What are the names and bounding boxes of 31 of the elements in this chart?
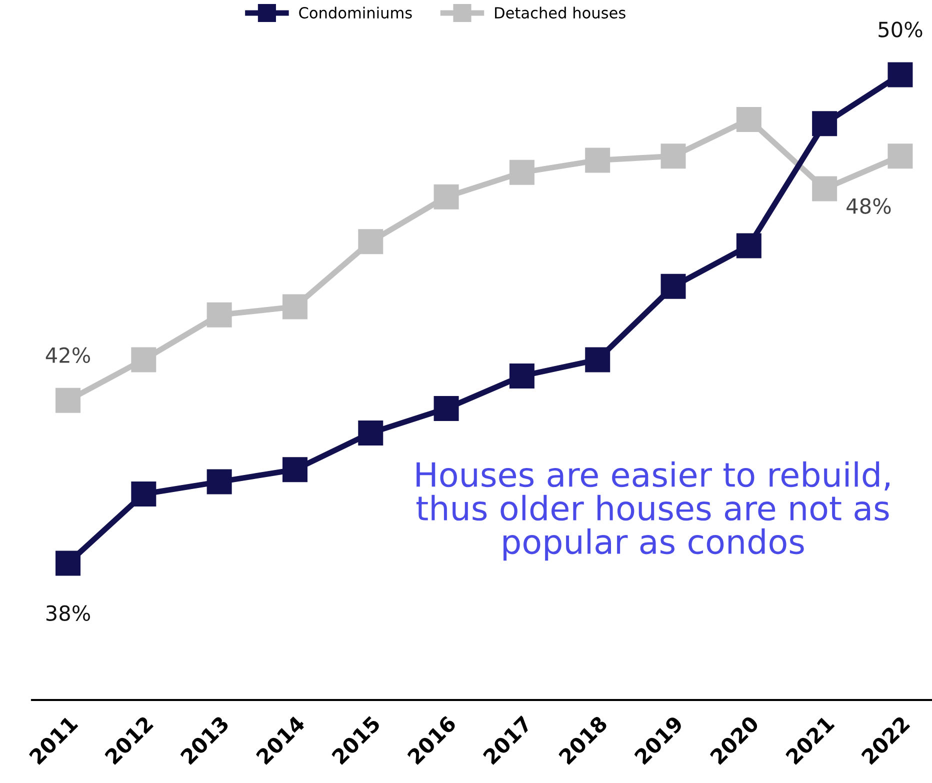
point bbox=[434, 184, 459, 210]
point bbox=[736, 107, 762, 132]
legend-label: Condominiums bbox=[299, 6, 412, 19]
point bbox=[131, 347, 156, 372]
point bbox=[56, 388, 81, 413]
point bbox=[888, 144, 913, 169]
data-label: 48% bbox=[846, 198, 891, 214]
point bbox=[206, 302, 232, 328]
point bbox=[358, 229, 384, 254]
annotation: Houses are easier to rebuild, thus older houses are not as popular as condos bbox=[416, 461, 890, 561]
data-label: 50% bbox=[878, 22, 922, 38]
data-label: 42% bbox=[46, 347, 90, 364]
point bbox=[434, 396, 459, 422]
point bbox=[888, 62, 913, 88]
point bbox=[358, 420, 384, 446]
data-label: 38% bbox=[46, 605, 90, 622]
point bbox=[509, 363, 534, 388]
point bbox=[282, 457, 308, 482]
point bbox=[812, 176, 838, 202]
point bbox=[509, 160, 534, 185]
point bbox=[660, 144, 686, 169]
point bbox=[812, 111, 838, 136]
legend-label: Detached houses bbox=[495, 6, 626, 19]
point bbox=[131, 482, 156, 507]
point bbox=[206, 469, 232, 494]
point bbox=[585, 347, 610, 372]
point bbox=[56, 550, 81, 576]
point bbox=[282, 294, 308, 320]
point bbox=[660, 274, 686, 299]
point bbox=[736, 233, 762, 258]
point bbox=[585, 148, 610, 173]
